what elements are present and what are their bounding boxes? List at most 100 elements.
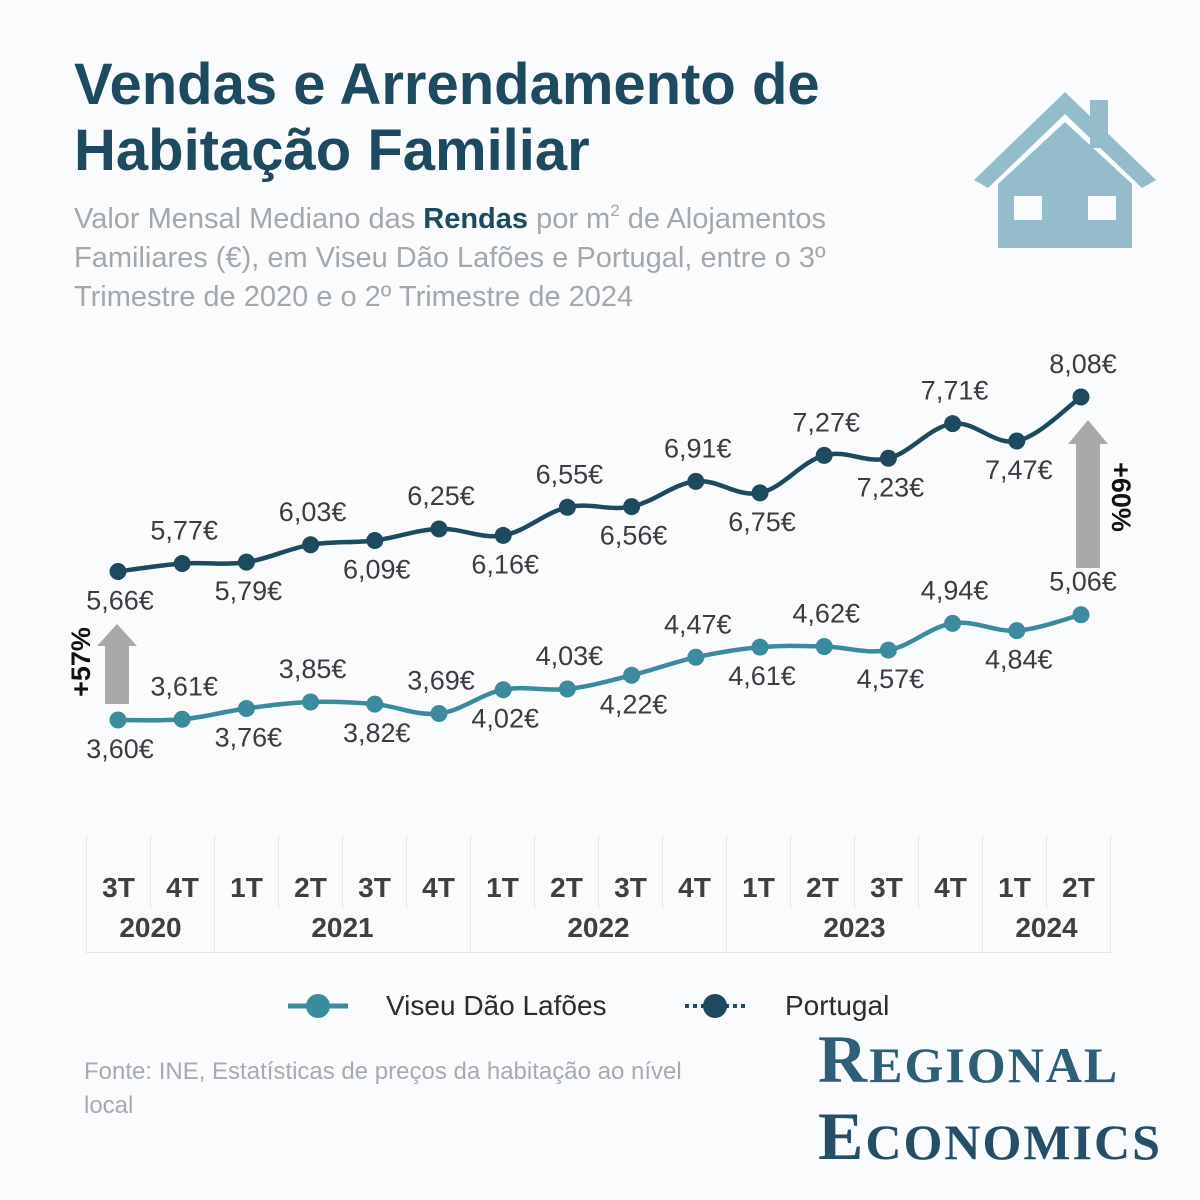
data-point-portugal [237,553,255,571]
x-tick-quarter: 2T [790,836,855,908]
data-point-portugal [815,446,833,464]
x-tick-year: 2023 [726,908,983,953]
title-line-1: Vendas e Arrendamento de [74,52,820,117]
data-label-viseu: 4,03€ [536,641,604,671]
logo-initial-r: R [818,1021,870,1097]
data-point-portugal [687,472,705,490]
data-label-portugal: 6,75€ [728,507,796,537]
data-point-portugal [302,536,320,554]
data-point-viseu [558,680,576,698]
series-line-portugal [115,394,1084,574]
subtitle-superscript: 2 [610,201,620,220]
data-point-portugal [944,415,962,433]
regional-economics-logo: REGIONAL ECONOMICS [818,1025,1160,1184]
legend-label-portugal: Portugal [785,990,890,1021]
data-label-portugal: 6,25€ [407,481,475,511]
year-row: 2020 2021 2022 2023 2024 [86,908,1111,953]
x-tick-quarter: 3T [854,836,919,908]
x-tick-quarter: 2T [278,836,343,908]
data-label-portugal: 5,79€ [215,576,283,606]
data-label-viseu: 4,84€ [985,645,1053,675]
logo-word-conomics: CONOMICS [865,1114,1162,1170]
legend-label-viseu: Viseu Dão Lafões [386,990,607,1021]
data-point-portugal [1072,388,1090,406]
x-tick-quarter: 3T [342,836,407,908]
data-label-viseu: 5,06€ [1049,567,1117,597]
data-point-viseu [173,710,191,728]
x-tick-quarter: 3T [86,836,151,908]
data-label-viseu: 3,82€ [343,718,411,748]
legend-swatch-portugal [685,994,745,1018]
legend-marker-portugal [703,994,727,1018]
x-tick-quarter: 4T [406,836,471,908]
x-tick-year: 2021 [214,908,471,953]
x-tick-quarter: 4T [662,836,727,908]
growth-arrow-portugal [1068,420,1108,568]
data-point-viseu [944,614,962,632]
legend-swatch-viseu [288,994,348,1018]
data-label-portugal: 6,91€ [664,433,732,463]
growth-arrow-viseu [97,624,137,704]
series-lines [115,394,1084,723]
data-label-portugal: 8,08€ [1049,349,1117,379]
data-label-viseu: 4,47€ [664,609,732,639]
data-point-portugal [879,449,897,467]
data-label-portugal: 5,77€ [150,516,218,546]
data-label-viseu: 4,61€ [728,661,796,691]
logo-initial-e: E [818,1098,866,1174]
data-label-viseu: 4,02€ [471,704,539,734]
logo-line-1: REGIONAL [818,1025,1120,1107]
data-label-portugal: 7,71€ [921,376,989,406]
data-point-viseu [237,699,255,717]
house-body [998,122,1132,248]
x-tick-quarter: 1T [470,836,535,908]
data-label-portugal: 6,03€ [279,497,347,527]
data-label-viseu: 4,22€ [600,689,668,719]
growth-label-portugal: +60% [1106,462,1136,532]
line-chart: 5,66€ 5,77€ 5,79€ 6,03€ 6,09€ 6,25€ 6,16€ 6,55€… [66,349,1136,764]
data-label-viseu: 3,61€ [150,671,218,701]
data-point-portugal [366,531,384,549]
logo-line-2: ECONOMICS [818,1102,1160,1184]
x-tick-quarter: 2T [1046,836,1111,908]
legend-item-portugal: Portugal [683,986,889,1026]
subtitle-text-3: de Alojamentos Familiares (€), em Viseu … [74,203,827,313]
data-label-viseu: 3,85€ [279,654,347,684]
data-label-viseu: 4,94€ [921,575,989,605]
page-title: Vendas e Arrendamento de Habitação Famil… [74,52,820,184]
data-point-portugal [1008,432,1026,450]
data-label-viseu: 3,69€ [407,666,475,696]
data-point-viseu [494,681,512,699]
data-point-portugal [623,498,641,516]
logo-word-egional: EGIONAL [869,1037,1120,1093]
data-label-viseu: 3,76€ [215,722,283,752]
data-point-viseu [1008,622,1026,640]
data-label-portugal: 6,55€ [536,459,604,489]
growth-label-viseu: +57% [66,627,96,697]
house-icon [974,92,1156,248]
x-axis: 3T 4T 1T 2T 3T 4T 1T 2T 3T 4T 1T 2T 3T 4T 1T 2T 2020 202… [86,836,1111,953]
x-tick-quarter: 2T [534,836,599,908]
chart-subtitle: Valor Mensal Mediano das Rendas por m2 d… [74,200,934,317]
x-tick-quarter: 1T [982,836,1047,908]
data-point-viseu [751,638,769,656]
x-tick-quarter: 1T [214,836,279,908]
data-point-portugal [109,562,127,580]
data-label-portugal: 7,27€ [792,407,860,437]
subtitle-text-1: Valor Mensal Mediano das [74,203,424,235]
x-tick-year: 2024 [982,908,1111,953]
data-point-portugal [494,526,512,544]
data-label-portugal: 6,16€ [471,549,539,579]
subtitle-bold-rendas: Rendas [423,203,529,235]
data-point-viseu [366,695,384,713]
data-label-viseu: 4,62€ [792,598,860,628]
legend-marker-viseu [306,994,330,1018]
source-note: Fonte: INE, Estatísticas de preços da ha… [84,1058,682,1119]
data-point-portugal [430,520,448,538]
data-point-viseu [302,693,320,711]
data-point-viseu [879,641,897,659]
title-line-2: Habitação Familiar [74,118,590,183]
subtitle-text-2: por m [528,203,611,235]
x-tick-year: 2022 [470,908,727,953]
data-point-viseu [623,666,641,684]
